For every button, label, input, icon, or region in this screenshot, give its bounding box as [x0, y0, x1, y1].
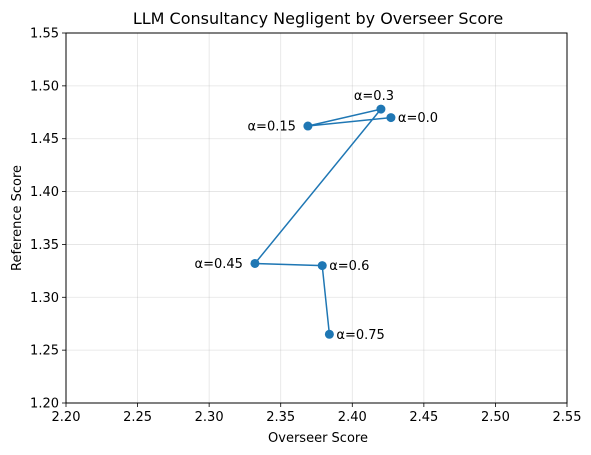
data-point [317, 261, 327, 271]
data-point [250, 258, 260, 268]
x-tick-label: 2.45 [409, 410, 438, 425]
y-axis-label: Reference Score [10, 165, 25, 271]
point-label: α=0.45 [195, 257, 243, 272]
y-tick-label: 1.55 [30, 27, 59, 42]
data-point [324, 329, 334, 339]
y-tick-label: 1.25 [30, 344, 59, 359]
x-tick-label: 2.30 [195, 410, 224, 425]
x-tick-label: 2.40 [338, 410, 367, 425]
data-point [386, 113, 396, 123]
point-label: α=0.6 [329, 259, 369, 274]
x-axis-label: Overseer Score [268, 431, 368, 446]
data-point [303, 121, 313, 131]
x-tick-label: 2.25 [123, 410, 152, 425]
plot-frame [65, 32, 568, 404]
point-label: α=0.3 [354, 89, 394, 104]
chart-title: LLM Consultancy Negligent by Overseer Sc… [133, 9, 503, 28]
x-tick-label: 2.55 [553, 410, 582, 425]
point-label: α=0.15 [247, 120, 295, 135]
x-tick-label: 2.20 [52, 410, 81, 425]
series [250, 104, 396, 339]
point-labels: α=0.0 α=0.15 α=0.3 α=0.45 α=0.6 α=0.75 [195, 89, 439, 343]
y-tick-label: 1.45 [30, 132, 59, 147]
data-point [376, 104, 386, 114]
y-tick-label: 1.20 [30, 397, 59, 412]
point-label: α=0.75 [336, 328, 384, 343]
y-tick-label: 1.30 [30, 291, 59, 306]
grid [65, 32, 568, 404]
axis-ticks: 2.20 2.25 2.30 2.35 2.40 2.45 2.50 2.55 1.20 1.25… [30, 27, 581, 426]
point-label: α=0.0 [398, 111, 438, 126]
x-tick-label: 2.50 [481, 410, 510, 425]
series-line [253, 107, 391, 335]
y-tick-label: 1.50 [30, 79, 59, 94]
y-tick-label: 1.35 [30, 238, 59, 253]
x-tick-label: 2.35 [266, 410, 295, 425]
y-tick-label: 1.40 [30, 185, 59, 200]
